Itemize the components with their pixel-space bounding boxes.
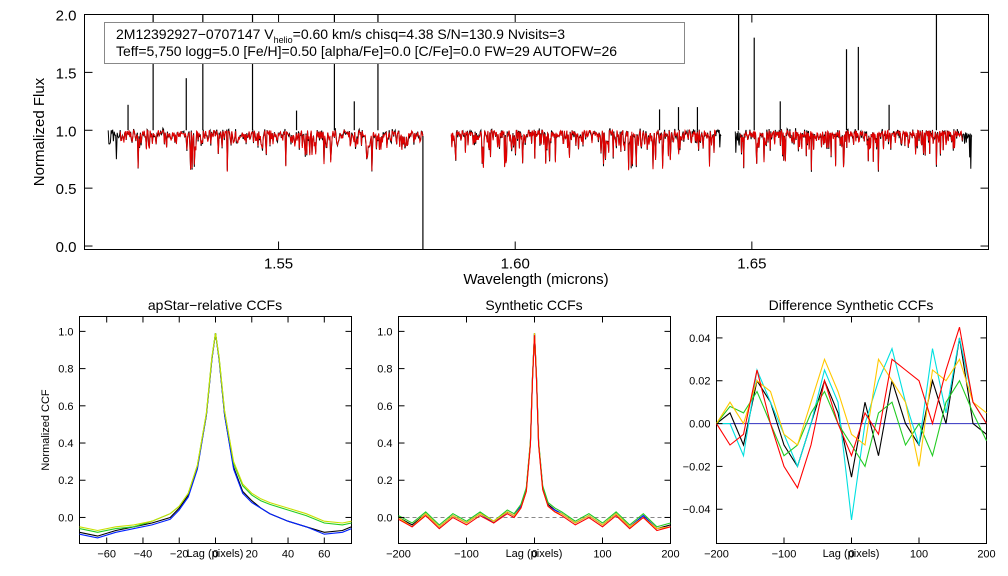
ccf-series-line: [716, 327, 987, 490]
x-tick-label: −100: [772, 549, 797, 561]
ccf-series-line: [398, 333, 671, 530]
spectrum-info-box: [104, 22, 685, 64]
spectrum-ticks: 1.55 1.60 1.65 0.0 0.5 1.0 1.5 2.0: [56, 8, 989, 273]
spectrum-panel: 1.55 1.60 1.65 0.0 0.5 1.0 1.5 2.0 2M12392927−0…: [31, 8, 989, 288]
ccf-series-line: [79, 333, 352, 537]
y-tick-label: 0.2: [58, 475, 73, 487]
difference-ccf-ticks: −200 −100 0 100 200 −0.04 −0.02 0.00 0.02 0.04: [683, 316, 996, 561]
x-tick-label: 60: [318, 549, 330, 561]
model-segment: [450, 128, 717, 171]
x-tick-label: 100: [593, 549, 611, 561]
apstar-ccf-frame: [79, 316, 352, 544]
apstar-ccf-ticks: −60 −40 −20 0 20 40 60 0.0 0.2 0.4 0.6 0.8 1.0: [58, 316, 352, 561]
x-tick-label: 100: [910, 549, 928, 561]
y-tick-label: 0.4: [377, 438, 392, 450]
x-tick-label: −20: [170, 549, 189, 561]
y-tick-label: 0.00: [689, 419, 710, 431]
y-tick-label: 0.5: [56, 181, 77, 198]
x-tick-label: −100: [454, 549, 479, 561]
ccf-series-line: [716, 337, 987, 520]
model-segment: [739, 128, 963, 171]
ccf-series-line: [398, 333, 671, 528]
ccf-series-line: [79, 333, 352, 533]
y-tick-label: 1.0: [56, 123, 77, 140]
info-line1-post: =0.60 km/s chisq=4.38 S/N=130.9 Nvisits=…: [293, 26, 566, 42]
x-tick-label: 200: [661, 549, 679, 561]
x-tick-label: 20: [246, 549, 258, 561]
x-tick-label: 0: [848, 549, 854, 561]
y-tick-label: 0.8: [377, 364, 392, 376]
synthetic-ccf-series-group: [398, 333, 671, 532]
apstar-ccf-series-group: [79, 333, 352, 539]
y-tick-label: 0.6: [377, 401, 392, 413]
x-tick-label: 1.55: [264, 256, 293, 273]
ccf-series-line: [398, 333, 671, 530]
y-tick-label: 2.0: [56, 8, 77, 25]
x-tick-label: −40: [134, 549, 153, 561]
info-line1-pre: 2M12392927−0707147 V: [116, 26, 274, 42]
ccf-series-line: [716, 357, 987, 467]
y-tick-label: 0.8: [58, 364, 73, 376]
spectrum-info-line2: Teff=5,750 logg=5.0 [Fe/H]=0.50 [alpha/F…: [116, 43, 617, 59]
x-tick-label: 200: [977, 549, 995, 561]
ccf-series-line: [79, 333, 352, 532]
difference-ccf-frame: [716, 316, 987, 544]
x-tick-label: 1.60: [501, 256, 530, 273]
synthetic-ccf-x-label: Lag (pixels): [506, 548, 563, 560]
ccf-series-line: [79, 333, 352, 539]
synthetic-ccf-panel: −200 −100 0 100 200 0.0 0.2 0.4 0.6 0.8 1.0 Synthe…: [377, 297, 679, 561]
y-tick-label: 0.2: [377, 475, 392, 487]
synthetic-ccf-ticks: −200 −100 0 100 200 0.0 0.2 0.4 0.6 0.8 1.0: [377, 316, 680, 561]
apstar-ccf-x-label: Lag (pixels): [187, 548, 244, 560]
difference-ccf-series-group: [716, 327, 987, 520]
apstar-ccf-title: apStar−relative CCFs: [148, 297, 282, 313]
y-tick-label: 1.0: [377, 326, 392, 338]
y-tick-label: 0.04: [689, 333, 710, 345]
synthetic-ccf-frame: [398, 316, 671, 544]
spectrum-info-line1: 2M12392927−0707147 Vhelio=0.60 km/s chis…: [116, 26, 565, 45]
apstar-ccf-y-label: Normalized CCF: [40, 389, 52, 471]
y-tick-label: 0.4: [58, 438, 73, 450]
y-tick-label: 0.6: [58, 401, 73, 413]
y-tick-label: 1.5: [56, 65, 77, 82]
x-tick-label: 0: [212, 549, 218, 561]
apstar-ccf-panel: −60 −40 −20 0 20 40 60 0.0 0.2 0.4 0.6 0.8 1.0 apSta…: [40, 297, 352, 561]
x-tick-label: 1.65: [737, 256, 766, 273]
y-tick-label: 0.0: [56, 239, 77, 256]
x-tick-label: −60: [97, 549, 116, 561]
ccf-series-line: [398, 335, 671, 532]
y-tick-label: 0.02: [689, 376, 710, 388]
x-tick-label: −200: [386, 549, 411, 561]
model-segment: [119, 129, 424, 172]
ccf-series-line: [398, 333, 671, 530]
x-tick-label: 0: [531, 549, 537, 561]
y-tick-label: 1.0: [58, 326, 73, 338]
difference-ccf-title: Difference Synthetic CCFs: [769, 297, 934, 313]
info-line1-sub: helio: [274, 35, 293, 45]
ccf-series-line: [716, 379, 987, 468]
difference-ccf-panel: −200 −100 0 100 200 −0.04 −0.02 0.00 0.02 0.04 Di…: [683, 297, 996, 561]
x-tick-label: 40: [282, 549, 294, 561]
x-tick-label: −200: [704, 549, 729, 561]
spectrum-x-label: Wavelength (microns): [463, 271, 608, 288]
spectrum-plot-frame: [84, 14, 989, 250]
y-tick-label: 0.0: [58, 512, 73, 524]
y-tick-label: −0.02: [683, 461, 711, 473]
difference-ccf-x-label: Lag (pixels): [823, 548, 880, 560]
synthetic-ccf-title: Synthetic CCFs: [485, 297, 582, 313]
spectrum-y-label: Normalized Flux: [31, 77, 48, 186]
y-tick-label: 0.0: [377, 512, 392, 524]
y-tick-label: −0.04: [683, 504, 711, 516]
